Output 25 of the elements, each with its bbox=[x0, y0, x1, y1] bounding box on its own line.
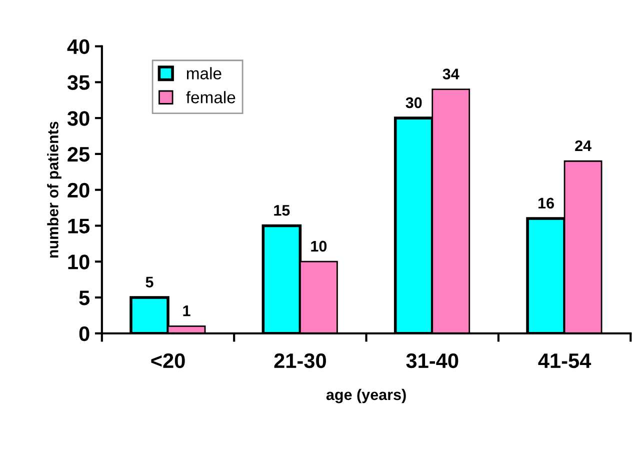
data-label: 10 bbox=[311, 240, 327, 252]
data-label: 24 bbox=[575, 140, 592, 152]
y-axis-title: number of patients bbox=[47, 122, 62, 258]
y-tick-label: 5 bbox=[79, 290, 90, 306]
y-tick-label: 25 bbox=[68, 146, 90, 162]
y-tick-label: 15 bbox=[68, 218, 90, 234]
data-label: 15 bbox=[274, 205, 290, 216]
y-tick-label: 20 bbox=[68, 182, 90, 198]
data-label: 16 bbox=[538, 198, 554, 209]
data-label: 34 bbox=[442, 68, 460, 80]
data-label: 5 bbox=[146, 276, 154, 288]
x-tick-label: <20 bbox=[151, 353, 185, 368]
y-tick-label: 0 bbox=[79, 326, 90, 342]
x-tick-label: 21-30 bbox=[274, 353, 326, 368]
data-label: 1 bbox=[183, 306, 190, 316]
y-tick-label: 40 bbox=[67, 39, 90, 54]
y-tick-label: 35 bbox=[67, 75, 90, 90]
legend-label: male bbox=[186, 67, 222, 80]
legend-label: female bbox=[186, 91, 236, 104]
x-tick-label: 31-40 bbox=[406, 353, 458, 368]
x-tick-label: 41-54 bbox=[538, 354, 592, 368]
y-tick-label: 30 bbox=[67, 111, 90, 126]
y-tick-label: 10 bbox=[68, 254, 90, 270]
x-axis-title: age (years) bbox=[326, 388, 406, 404]
data-label: 30 bbox=[406, 97, 422, 108]
